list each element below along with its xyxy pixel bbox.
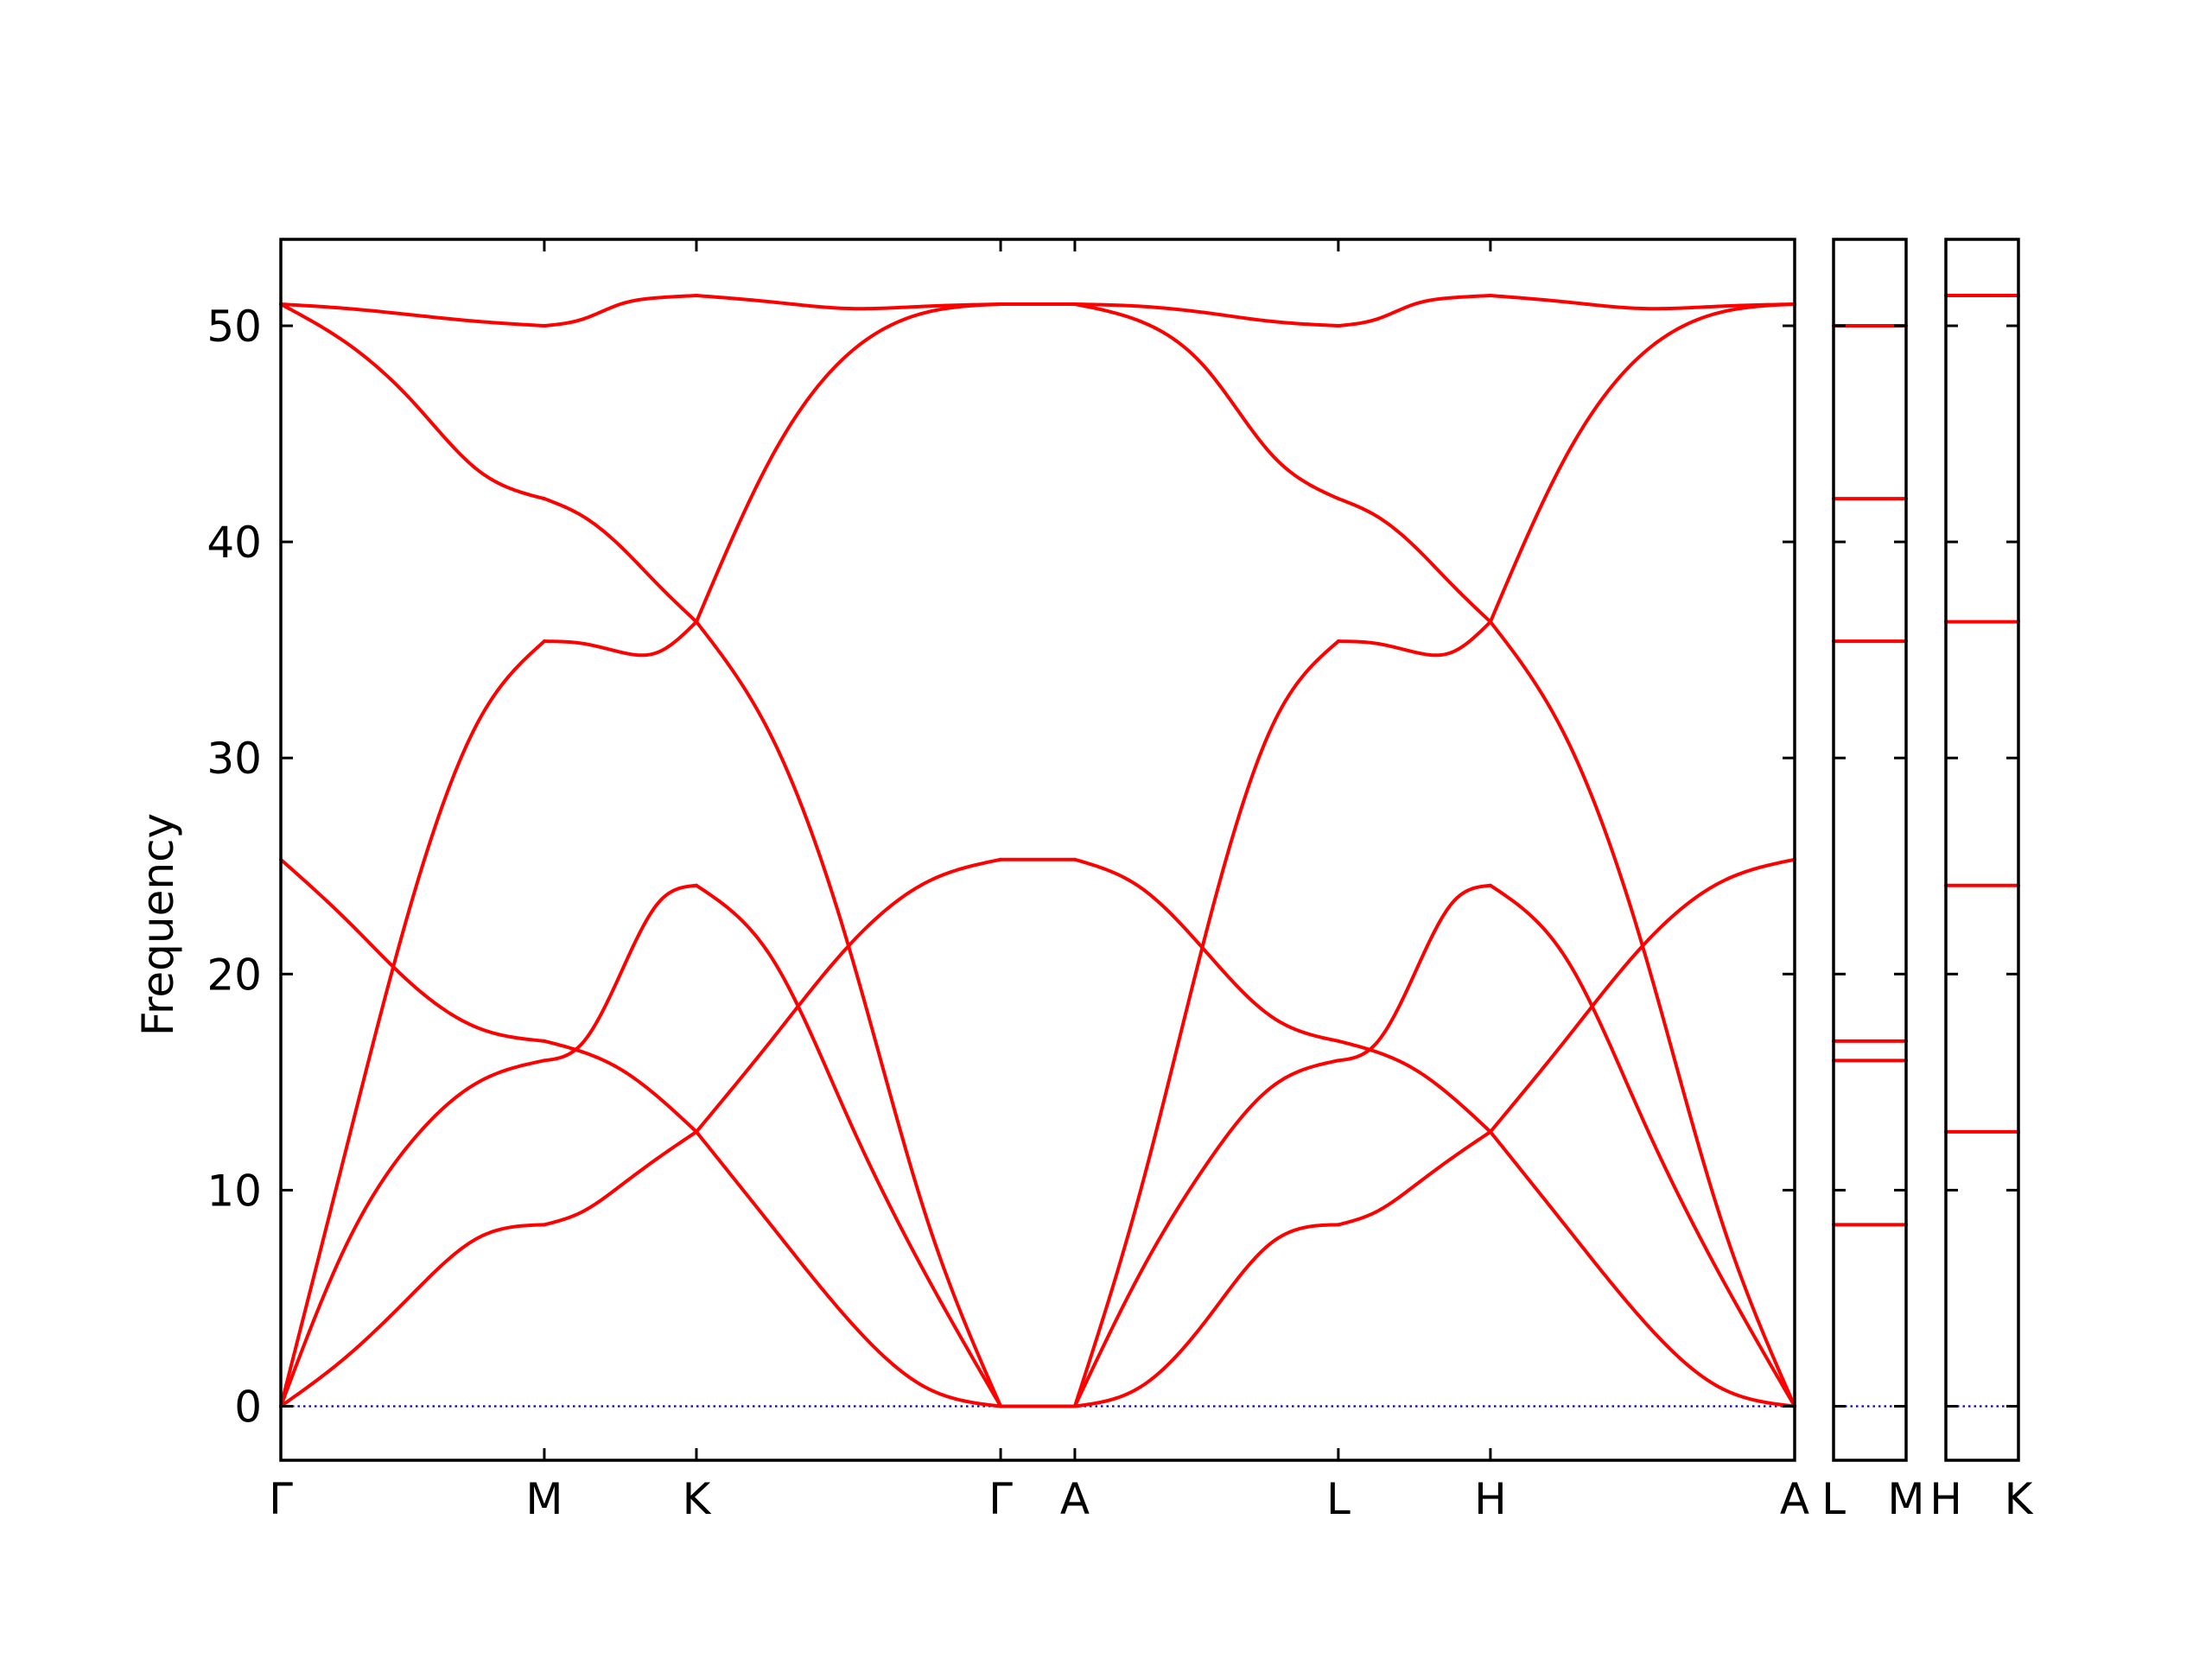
panel-frame-2 bbox=[1832, 238, 1908, 1462]
xtick-label: H bbox=[1474, 1474, 1507, 1524]
band-line-seg1-b1 bbox=[279, 1223, 546, 1408]
band-line-seg5-b5 bbox=[1072, 302, 1340, 501]
band-line-seg7-b3 bbox=[1488, 1129, 1796, 1408]
band-line-seg1-b6 bbox=[279, 302, 546, 328]
ytick-label: 20 bbox=[207, 950, 262, 1000]
band-line-seg2-b2 bbox=[542, 883, 698, 1063]
band-line-seg7-b5 bbox=[1488, 620, 1796, 1408]
xtick-label: M bbox=[525, 1474, 563, 1524]
ytick-label: 10 bbox=[207, 1166, 262, 1216]
panel-frames bbox=[279, 238, 2020, 1462]
band-line-seg6-b3 bbox=[1336, 1039, 1492, 1134]
band-line-seg5-b4 bbox=[1072, 639, 1340, 1408]
panel-frame-3 bbox=[1944, 238, 2020, 1462]
band-line-seg3-b3 bbox=[694, 1129, 1003, 1408]
band-line-seg1-b5 bbox=[279, 302, 546, 501]
band-line-seg5-b2 bbox=[1072, 1058, 1340, 1408]
band-line-seg2-b1 bbox=[542, 1129, 698, 1227]
band-line-seg3-b4 bbox=[694, 302, 1003, 624]
band-line-seg2-b3 bbox=[542, 1039, 698, 1134]
band-line-seg2-b4 bbox=[542, 620, 698, 658]
band-line-seg6-b2 bbox=[1336, 883, 1492, 1063]
band-line-seg7-b6 bbox=[1488, 294, 1796, 311]
xtick-label: K bbox=[683, 1474, 712, 1524]
band-line-seg7-b2 bbox=[1488, 883, 1796, 1408]
ytick-label: 0 bbox=[234, 1382, 262, 1432]
axis-ticks bbox=[281, 239, 2018, 1460]
band-line-seg2-b5 bbox=[542, 497, 698, 624]
band-line-seg3-b5 bbox=[694, 620, 1003, 1408]
ytick-label: 50 bbox=[207, 302, 262, 352]
band-line-seg3-b2 bbox=[694, 883, 1003, 1408]
band-line-seg1-b3 bbox=[279, 857, 546, 1043]
xtick-label: L bbox=[1326, 1474, 1351, 1524]
band-line-seg6-b5 bbox=[1336, 497, 1492, 624]
flat-panel-label: H bbox=[1929, 1474, 1962, 1524]
band-line-seg2-b6 bbox=[542, 294, 698, 328]
band-line-seg6-b6 bbox=[1336, 294, 1492, 328]
flat-panel-label: L bbox=[1821, 1474, 1846, 1524]
band-line-seg1-b2 bbox=[279, 1058, 546, 1408]
band-line-seg5-b1 bbox=[1072, 1223, 1340, 1408]
flat-panel-label: K bbox=[2005, 1474, 2034, 1524]
band-line-seg3-b6 bbox=[694, 294, 1003, 311]
band-line-seg5-b3 bbox=[1072, 857, 1340, 1043]
band-line-seg7-b1 bbox=[1488, 857, 1796, 1134]
xtick-label: A bbox=[1780, 1474, 1809, 1524]
band-line-seg3-b1 bbox=[694, 857, 1003, 1134]
band-line-seg5-b6 bbox=[1072, 302, 1340, 328]
band-line-seg7-b4 bbox=[1488, 302, 1796, 624]
xtick-label: Γ bbox=[269, 1474, 293, 1524]
panel-frame-1 bbox=[279, 238, 1796, 1462]
xtick-label: A bbox=[1060, 1474, 1090, 1524]
flat-panel-label: M bbox=[1887, 1474, 1924, 1524]
band-line-seg1-b4 bbox=[279, 639, 546, 1408]
xtick-label: Γ bbox=[988, 1474, 1013, 1524]
band-line-seg6-b4 bbox=[1336, 620, 1492, 658]
y-axis-title: Frequency bbox=[133, 813, 183, 1036]
ytick-label: 30 bbox=[207, 734, 262, 784]
band-lines bbox=[279, 294, 2020, 1408]
band-line-seg6-b1 bbox=[1336, 1129, 1492, 1227]
ytick-label: 40 bbox=[207, 518, 262, 568]
